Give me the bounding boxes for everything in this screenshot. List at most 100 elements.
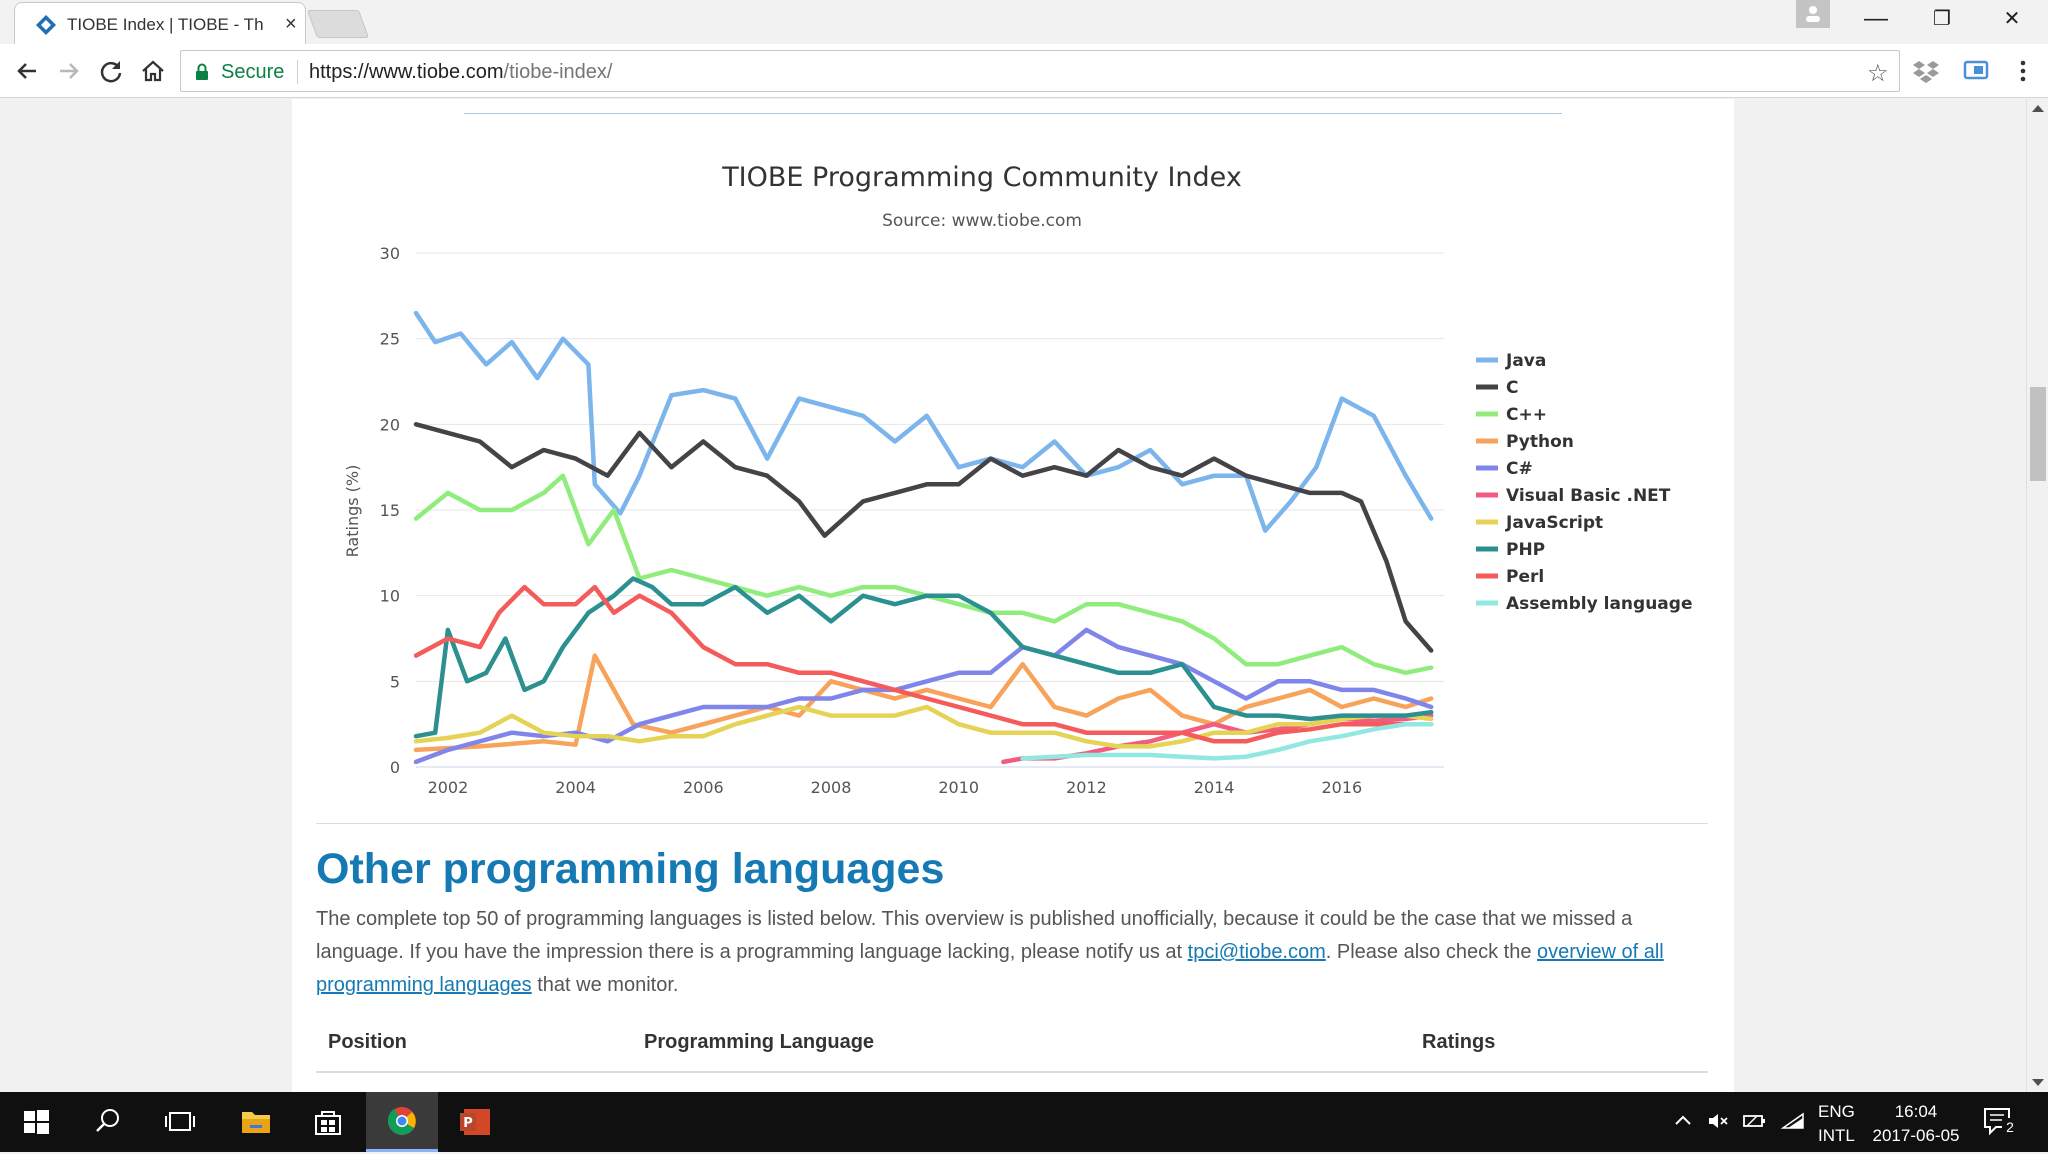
description-paragraph: The complete top 50 of programming langu… bbox=[316, 908, 1664, 996]
url-text[interactable]: https://www.tiobe.com/tiobe-index/ bbox=[309, 61, 613, 83]
legend-item[interactable]: C bbox=[1506, 378, 1518, 398]
wifi-icon[interactable] bbox=[1780, 1110, 1806, 1132]
series-line-java bbox=[413, 310, 1434, 533]
input-language-indicator[interactable]: ENG INTL bbox=[1818, 1102, 1855, 1145]
table-header-line bbox=[316, 1071, 1708, 1073]
section-divider bbox=[464, 113, 1562, 114]
page-content: TIOBE Programming Community Index Source… bbox=[292, 99, 1734, 1092]
y-axis-ticks: 0 5 10 15 20 25 30 bbox=[380, 244, 400, 777]
window-close-button[interactable]: ✕ bbox=[2003, 8, 2021, 30]
x-tick-label: 2006 bbox=[683, 778, 724, 797]
tab-strip: TIOBE Index | TIOBE - Th × — ❐ ✕ bbox=[0, 0, 2048, 44]
legend-item[interactable]: Java bbox=[1505, 351, 1546, 371]
divider bbox=[316, 823, 1708, 824]
series-line-c bbox=[413, 473, 1434, 676]
y-tick-label: 0 bbox=[390, 758, 400, 777]
tab-title: TIOBE Index | TIOBE - Th bbox=[67, 15, 264, 34]
lock-icon bbox=[196, 63, 208, 80]
tiobe-favicon-icon bbox=[36, 15, 56, 35]
windows-start-icon[interactable] bbox=[0, 1092, 72, 1152]
battery-icon[interactable] bbox=[1742, 1110, 1768, 1132]
bookmark-star-icon[interactable]: ☆ bbox=[1867, 60, 1889, 87]
dropbox-extension-icon[interactable] bbox=[1912, 58, 1940, 84]
series-line-python bbox=[413, 653, 1434, 753]
scroll-down-icon[interactable] bbox=[2032, 1079, 2044, 1086]
volume-muted-icon[interactable] bbox=[1706, 1110, 1730, 1132]
x-axis-ticks: 2002 2004 2006 2008 2010 2012 2014 2016 bbox=[428, 778, 1363, 797]
y-axis-label: Ratings (%) bbox=[343, 465, 362, 558]
scroll-thumb[interactable] bbox=[2030, 387, 2046, 481]
legend-item[interactable]: Visual Basic .NET bbox=[1506, 486, 1671, 506]
tab-close-icon[interactable]: × bbox=[285, 13, 297, 35]
tiobe-chart: TIOBE Programming Community Index Source… bbox=[292, 99, 1734, 819]
y-tick-label: 5 bbox=[390, 672, 400, 691]
y-tick-label: 15 bbox=[380, 501, 400, 520]
page-viewport: TIOBE Programming Community Index Source… bbox=[0, 99, 2026, 1092]
search-icon[interactable] bbox=[72, 1092, 144, 1152]
menu-kebab-icon[interactable] bbox=[2010, 58, 2036, 84]
omnibox-separator bbox=[297, 60, 298, 84]
chart-series bbox=[413, 310, 1434, 765]
section-heading: Other programming languages bbox=[316, 845, 945, 893]
series-line-php bbox=[413, 576, 1434, 739]
chrome-taskbar-item[interactable] bbox=[366, 1092, 438, 1152]
powerpoint-icon[interactable]: P bbox=[440, 1092, 512, 1152]
table-header-ratings: Ratings bbox=[1422, 1031, 1496, 1053]
secure-label: Secure bbox=[221, 61, 285, 83]
table-header-position: Position bbox=[328, 1031, 407, 1053]
y-tick-label: 25 bbox=[380, 330, 400, 349]
back-arrow-icon[interactable] bbox=[12, 56, 42, 86]
home-icon[interactable] bbox=[138, 56, 168, 86]
y-tick-label: 20 bbox=[380, 415, 400, 434]
x-tick-label: 2002 bbox=[428, 778, 469, 797]
series-line-assembly-language bbox=[1020, 721, 1434, 761]
vertical-scrollbar[interactable] bbox=[2026, 99, 2048, 1092]
new-tab-button[interactable] bbox=[306, 10, 370, 38]
legend-item[interactable]: Perl bbox=[1506, 567, 1544, 587]
legend-item[interactable]: JavaScript bbox=[1505, 513, 1603, 533]
series-line-javascript bbox=[413, 704, 1434, 749]
x-tick-label: 2014 bbox=[1194, 778, 1235, 797]
chart-legend: Java C C++ Python C# Visual Basic .NET JavaScr… bbox=[1476, 351, 1692, 614]
line-chart: TIOBE Programming Community Index Source… bbox=[343, 162, 1692, 797]
scroll-up-icon[interactable] bbox=[2032, 105, 2044, 112]
profile-avatar-icon[interactable] bbox=[1796, 0, 1830, 28]
series-line-c bbox=[413, 422, 1434, 653]
svg-text:P: P bbox=[463, 1116, 473, 1131]
email-link[interactable]: tpci@tiobe.com bbox=[1187, 941, 1326, 963]
chrome-icon bbox=[387, 1107, 416, 1135]
chart-title: TIOBE Programming Community Index bbox=[721, 162, 1242, 193]
file-explorer-icon[interactable] bbox=[220, 1092, 292, 1152]
browser-toolbar: Secure https://www.tiobe.com/tiobe-index… bbox=[0, 44, 2048, 98]
notification-count: 2 bbox=[2002, 1118, 2018, 1136]
browser-tab[interactable]: TIOBE Index | TIOBE - Th × bbox=[14, 2, 306, 44]
x-tick-label: 2004 bbox=[555, 778, 596, 797]
table-header-language: Programming Language bbox=[644, 1031, 875, 1053]
x-tick-label: 2012 bbox=[1066, 778, 1107, 797]
store-icon[interactable] bbox=[292, 1092, 364, 1152]
address-bar[interactable]: Secure https://www.tiobe.com/tiobe-index… bbox=[180, 50, 1900, 92]
x-tick-label: 2010 bbox=[938, 778, 979, 797]
x-tick-label: 2016 bbox=[1321, 778, 1362, 797]
y-tick-label: 10 bbox=[380, 587, 400, 606]
system-clock[interactable]: 16:04 2017-06-05 bbox=[1872, 1102, 1960, 1145]
reload-icon[interactable] bbox=[96, 56, 126, 86]
cast-extension-icon[interactable] bbox=[1962, 58, 1990, 84]
windows-taskbar: P ENG INTL 16:04 2017-06-05 2 bbox=[0, 1092, 2048, 1152]
legend-item[interactable]: Assembly language bbox=[1506, 594, 1692, 614]
series-line-perl bbox=[413, 584, 1434, 744]
action-center-icon[interactable]: 2 bbox=[1982, 1106, 2018, 1138]
task-view-icon[interactable] bbox=[144, 1092, 216, 1152]
y-tick-label: 30 bbox=[380, 244, 400, 263]
legend-item[interactable]: PHP bbox=[1506, 540, 1545, 560]
legend-item[interactable]: C# bbox=[1506, 459, 1533, 479]
x-tick-label: 2008 bbox=[811, 778, 852, 797]
chart-subtitle: Source: www.tiobe.com bbox=[882, 211, 1082, 231]
overview-link[interactable]: overview of all programming languages bbox=[316, 941, 1664, 996]
legend-item[interactable]: C++ bbox=[1506, 405, 1547, 425]
forward-arrow-icon[interactable] bbox=[54, 56, 84, 86]
restore-button[interactable]: ❐ bbox=[1933, 8, 1951, 30]
minimize-button[interactable]: — bbox=[1864, 5, 1888, 32]
tray-chevron-icon[interactable] bbox=[1672, 1110, 1694, 1132]
legend-item[interactable]: Python bbox=[1506, 432, 1574, 452]
